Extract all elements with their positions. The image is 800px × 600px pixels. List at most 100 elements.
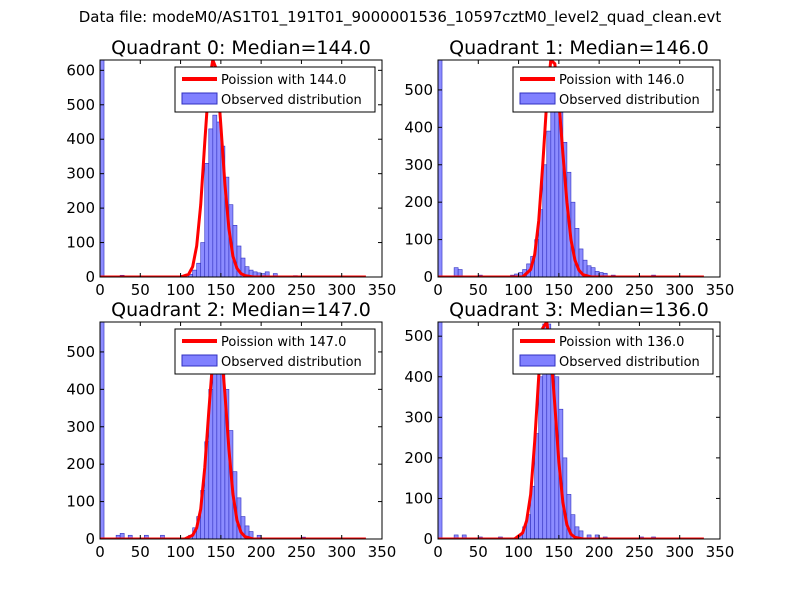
y-tick-label: 300 — [66, 418, 95, 436]
legend-label-observed: Observed distribution — [221, 93, 362, 108]
legend: Poission with 136.0 Observed distribution — [512, 328, 714, 375]
x-tick-label: 50 — [131, 281, 150, 299]
histogram-bar — [550, 97, 556, 277]
y-tick-label: 200 — [404, 193, 433, 211]
histogram-bar — [438, 60, 443, 277]
legend-hist-swatch — [181, 354, 218, 367]
legend-hist-swatch — [181, 92, 218, 105]
x-tick-label: 300 — [665, 543, 694, 561]
x-tick-label: 100 — [504, 543, 533, 561]
x-tick-label: 200 — [247, 543, 276, 561]
y-tick-label: 200 — [404, 449, 433, 467]
x-tick-label: 250 — [625, 543, 654, 561]
y-tick-label: 500 — [404, 81, 433, 99]
y-tick-label: 500 — [66, 343, 95, 361]
histogram-bar — [578, 530, 584, 539]
y-tick-label: 500 — [66, 96, 95, 114]
y-tick-label: 400 — [66, 130, 95, 148]
legend: Poission with 144.0 Observed distribution — [174, 66, 376, 113]
x-tick-label: 50 — [469, 281, 488, 299]
legend-label-poisson: Poission with 147.0 — [221, 335, 346, 350]
subplot-2: 0 50 100 150 200 250 300 350 0 100 200 300 400 500 Qua… — [66, 299, 396, 561]
x-tick-label: 250 — [287, 281, 316, 299]
axes-frame — [437, 59, 721, 278]
y-tick-label: 400 — [404, 118, 433, 136]
histogram-bar — [212, 114, 218, 277]
x-tick-label: 350 — [368, 543, 397, 561]
subplot-1: 0 50 100 150 200 250 300 350 0 100 200 300 400 500 Qua… — [404, 37, 734, 299]
figure-title: Data file: modeM0/AS1T01_191T01_90000015… — [78, 8, 722, 26]
histogram-bar — [196, 262, 202, 277]
legend-label-observed: Observed distribution — [221, 355, 362, 370]
x-tick-label: 200 — [585, 281, 614, 299]
plot-area — [438, 60, 704, 277]
histogram-bar — [216, 121, 222, 277]
histogram-bar — [546, 130, 552, 277]
x-tick-label: 0 — [95, 281, 105, 299]
x-tick-label: 350 — [706, 543, 735, 561]
x-tick-label: 50 — [469, 543, 488, 561]
histogram-bar — [538, 376, 544, 539]
legend-hist-swatch — [519, 354, 556, 367]
x-tick-label: 250 — [625, 281, 654, 299]
y-tick-label: 400 — [66, 380, 95, 398]
x-tick-label: 150 — [545, 281, 574, 299]
x-tick-label: 100 — [504, 281, 533, 299]
y-tick-label: 0 — [85, 530, 95, 548]
y-tick-label: 300 — [404, 408, 433, 426]
y-tick-label: 100 — [404, 231, 433, 249]
x-tick-label: 0 — [433, 281, 443, 299]
histogram-bar — [542, 164, 548, 277]
y-tick-label: 200 — [66, 199, 95, 217]
axes-frame — [99, 59, 383, 278]
subplot-title: Quadrant 3: Median=136.0 — [449, 299, 709, 321]
histogram-bar — [554, 89, 560, 277]
y-tick-label: 100 — [66, 493, 95, 511]
y-tick-label: 0 — [423, 530, 433, 548]
x-tick-label: 200 — [247, 281, 276, 299]
x-tick-label: 150 — [207, 543, 236, 561]
x-tick-label: 300 — [327, 543, 356, 561]
histogram-bar — [100, 60, 105, 277]
x-tick-label: 300 — [665, 281, 694, 299]
y-tick-label: 0 — [85, 268, 95, 286]
subplot-0: 0 50 100 150 200 250 300 350 0 100 200 300 400 500 600… — [66, 37, 396, 299]
x-tick-label: 300 — [327, 281, 356, 299]
y-tick-label: 200 — [66, 455, 95, 473]
y-tick-label: 400 — [404, 368, 433, 386]
histogram-bar — [204, 163, 210, 277]
x-tick-label: 50 — [131, 543, 150, 561]
x-tick-label: 100 — [166, 543, 195, 561]
legend: Poission with 147.0 Observed distribution — [174, 328, 376, 375]
legend-label-observed: Observed distribution — [559, 355, 700, 370]
histogram-bar — [119, 533, 125, 539]
y-tick-label: 100 — [66, 234, 95, 252]
y-tick-label: 600 — [66, 61, 95, 79]
subplot-title: Quadrant 0: Median=144.0 — [111, 37, 371, 59]
y-tick-label: 500 — [404, 327, 433, 345]
subplot-3: 0 50 100 150 200 250 300 350 0 100 200 300 400 500 Qua… — [404, 299, 734, 561]
x-tick-label: 100 — [166, 281, 195, 299]
histogram-bar — [200, 242, 206, 277]
x-tick-label: 250 — [287, 543, 316, 561]
plot-area — [100, 60, 366, 277]
histogram-bar — [192, 269, 197, 277]
legend-label-poisson: Poission with 136.0 — [559, 335, 684, 350]
histogram-bar — [264, 271, 270, 277]
y-tick-label: 0 — [423, 268, 433, 286]
legend-hist-swatch — [519, 92, 556, 105]
x-tick-label: 150 — [207, 281, 236, 299]
plot-area — [438, 322, 704, 539]
subplot-title: Quadrant 1: Median=146.0 — [449, 37, 709, 59]
x-tick-label: 150 — [545, 543, 574, 561]
subplot-title: Quadrant 2: Median=147.0 — [111, 299, 371, 321]
x-tick-label: 200 — [585, 543, 614, 561]
axes-frame — [437, 321, 721, 540]
y-tick-label: 300 — [404, 156, 433, 174]
x-tick-label: 0 — [433, 543, 443, 561]
y-tick-label: 300 — [66, 165, 95, 183]
legend: Poission with 146.0 Observed distribution — [512, 66, 714, 113]
legend-label-poisson: Poission with 144.0 — [221, 73, 346, 88]
x-tick-label: 350 — [706, 281, 735, 299]
